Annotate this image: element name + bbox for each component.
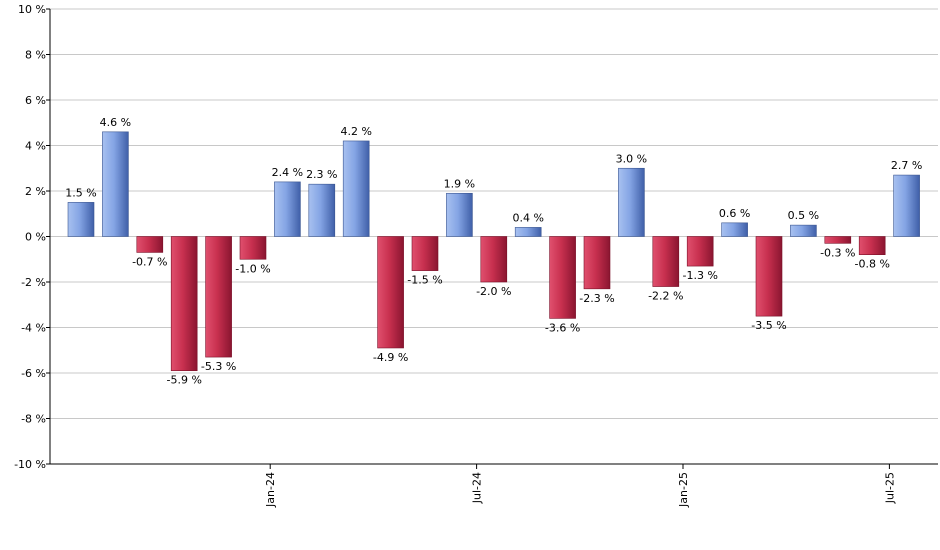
bar (342, 140, 370, 237)
data-label: -2.0 % (476, 285, 511, 298)
bar (308, 183, 336, 237)
bar (136, 236, 164, 253)
bar (652, 236, 680, 287)
bar (274, 181, 301, 237)
data-label: -1.3 % (682, 269, 717, 282)
bar (790, 224, 817, 237)
bar (618, 167, 645, 237)
data-label: -5.3 % (201, 360, 236, 373)
bar (239, 236, 267, 260)
bar (686, 236, 714, 267)
data-label: 0.5 % (788, 209, 819, 222)
x-tick-label: Jan-25 (677, 472, 690, 508)
axes: 10 % 8 % 6 % 4 % 2 % 0 % -2 % -4 % -6 % -8 % -10 % (14, 3, 938, 471)
bar (824, 236, 852, 244)
y-tick-label: -6 % (21, 367, 46, 380)
bar (205, 236, 232, 358)
bar (893, 174, 920, 237)
data-label: -3.6 % (545, 321, 580, 334)
data-label: -0.7 % (132, 255, 167, 268)
y-tick-label: 8 % (25, 49, 46, 62)
y-tick-label: 0 % (25, 231, 46, 244)
data-label: 4.2 % (340, 125, 371, 138)
data-label: 0.6 % (719, 207, 750, 220)
data-label: 2.3 % (306, 168, 337, 181)
y-tick-label: -4 % (21, 322, 46, 335)
bar (755, 236, 783, 317)
bar (377, 236, 404, 349)
data-label: 2.7 % (891, 159, 922, 172)
bar (858, 236, 886, 256)
bar (411, 236, 439, 271)
data-label: -3.5 % (751, 319, 786, 332)
bar (170, 236, 198, 372)
data-label: -1.5 % (407, 274, 442, 287)
bar (721, 222, 748, 237)
data-label: 0.4 % (512, 211, 543, 224)
x-tick-label: Jul-24 (471, 472, 484, 504)
data-label: 1.5 % (65, 186, 96, 199)
data-label: 3.0 % (616, 152, 647, 165)
bar (583, 236, 611, 290)
data-label: -0.8 % (854, 258, 889, 271)
y-tick-label: -2 % (21, 276, 46, 289)
y-tick-label: 4 % (25, 140, 46, 153)
bar (446, 192, 473, 237)
x-tick-labels: Jan-24 Jul-24 Jan-25 Jul-25 (264, 464, 896, 508)
data-label: 1.9 % (444, 177, 475, 190)
data-label: -4.9 % (373, 351, 408, 364)
data-label: -0.3 % (820, 246, 855, 259)
data-label: -5.9 % (166, 374, 201, 387)
y-tick-label: 10 % (18, 3, 46, 16)
x-tick-label: Jan-24 (264, 472, 277, 508)
y-tick-label: -10 % (14, 458, 46, 471)
data-label: -1.0 % (235, 262, 270, 275)
bar (102, 131, 129, 237)
bar (514, 227, 542, 237)
y-tick-label: 6 % (25, 94, 46, 107)
bar (549, 236, 576, 319)
data-label: 4.6 % (100, 116, 131, 129)
bars (67, 131, 920, 372)
data-label: 2.4 % (272, 166, 303, 179)
data-label: -2.3 % (579, 292, 614, 305)
x-tick-label: Jul-25 (883, 472, 896, 504)
bar (67, 202, 95, 237)
data-label: -2.2 % (648, 290, 683, 303)
bar (480, 236, 508, 283)
data-labels: 1.5 %4.6 %-0.7 %-5.9 %-5.3 %-1.0 %2.4 % 2… (65, 116, 922, 387)
y-tick-label: -8 % (21, 413, 46, 426)
y-tick-label: 2 % (25, 185, 46, 198)
